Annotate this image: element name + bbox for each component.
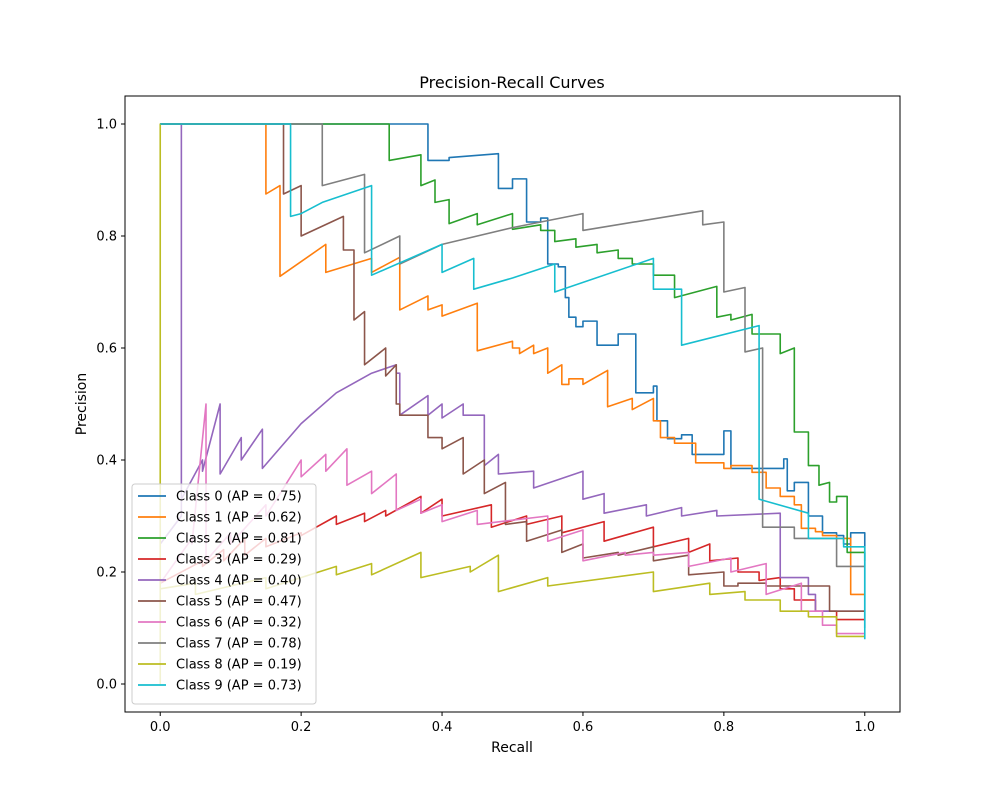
x-tick-label: 0.4 bbox=[432, 720, 453, 735]
series-line-class-1 bbox=[160, 123, 865, 596]
plot-frame bbox=[124, 95, 901, 713]
x-tick-label: 0.6 bbox=[573, 720, 594, 735]
y-axis: 0.0 0.2 0.4 0.6 0.8 1.0 bbox=[96, 118, 125, 693]
y-tick-label: 0.8 bbox=[96, 230, 117, 245]
y-axis-label: Precision bbox=[74, 373, 90, 435]
legend-label-class-0: Class 0 (AP = 0.75) bbox=[176, 490, 302, 505]
legend-label-class-8: Class 8 (AP = 0.19) bbox=[176, 658, 302, 673]
y-tick-label: 0.0 bbox=[96, 678, 117, 693]
x-tick-label: 0.0 bbox=[150, 720, 171, 735]
series-line-class-9 bbox=[160, 123, 866, 640]
legend-label-class-4: Class 4 (AP = 0.40) bbox=[176, 574, 302, 589]
x-tick-label: 1.0 bbox=[854, 720, 875, 735]
x-axis: 0.0 0.2 0.4 0.6 0.8 1.0 bbox=[150, 712, 875, 735]
x-tick-label: 0.8 bbox=[714, 720, 735, 735]
legend-label-class-7: Class 7 (AP = 0.78) bbox=[176, 637, 302, 652]
legend-label-class-2: Class 2 (AP = 0.81) bbox=[176, 532, 302, 547]
x-tick-label: 0.2 bbox=[291, 720, 312, 735]
y-tick-label: 0.6 bbox=[96, 342, 117, 357]
legend-label-class-3: Class 3 (AP = 0.29) bbox=[176, 553, 302, 568]
legend-label-class-6: Class 6 (AP = 0.32) bbox=[176, 616, 302, 631]
legend-label-class-9: Class 9 (AP = 0.73) bbox=[176, 679, 302, 694]
series-line-class-4 bbox=[159, 123, 865, 612]
series-line-class-0 bbox=[160, 123, 866, 628]
legend: Class 0 (AP = 0.75) Class 1 (AP = 0.62) Cl… bbox=[131, 483, 317, 705]
x-axis-label: Recall bbox=[491, 740, 533, 756]
series-line-class-7 bbox=[160, 123, 865, 568]
y-tick-label: 1.0 bbox=[96, 118, 117, 133]
series-line-class-5 bbox=[160, 123, 865, 612]
legend-label-class-1: Class 1 (AP = 0.62) bbox=[176, 511, 302, 526]
y-tick-label: 0.4 bbox=[96, 454, 117, 469]
legend-box bbox=[131, 483, 317, 705]
legend-label-class-5: Class 5 (AP = 0.47) bbox=[176, 595, 302, 610]
chart-title: Precision-Recall Curves bbox=[419, 73, 605, 92]
y-tick-label: 0.2 bbox=[96, 566, 117, 581]
